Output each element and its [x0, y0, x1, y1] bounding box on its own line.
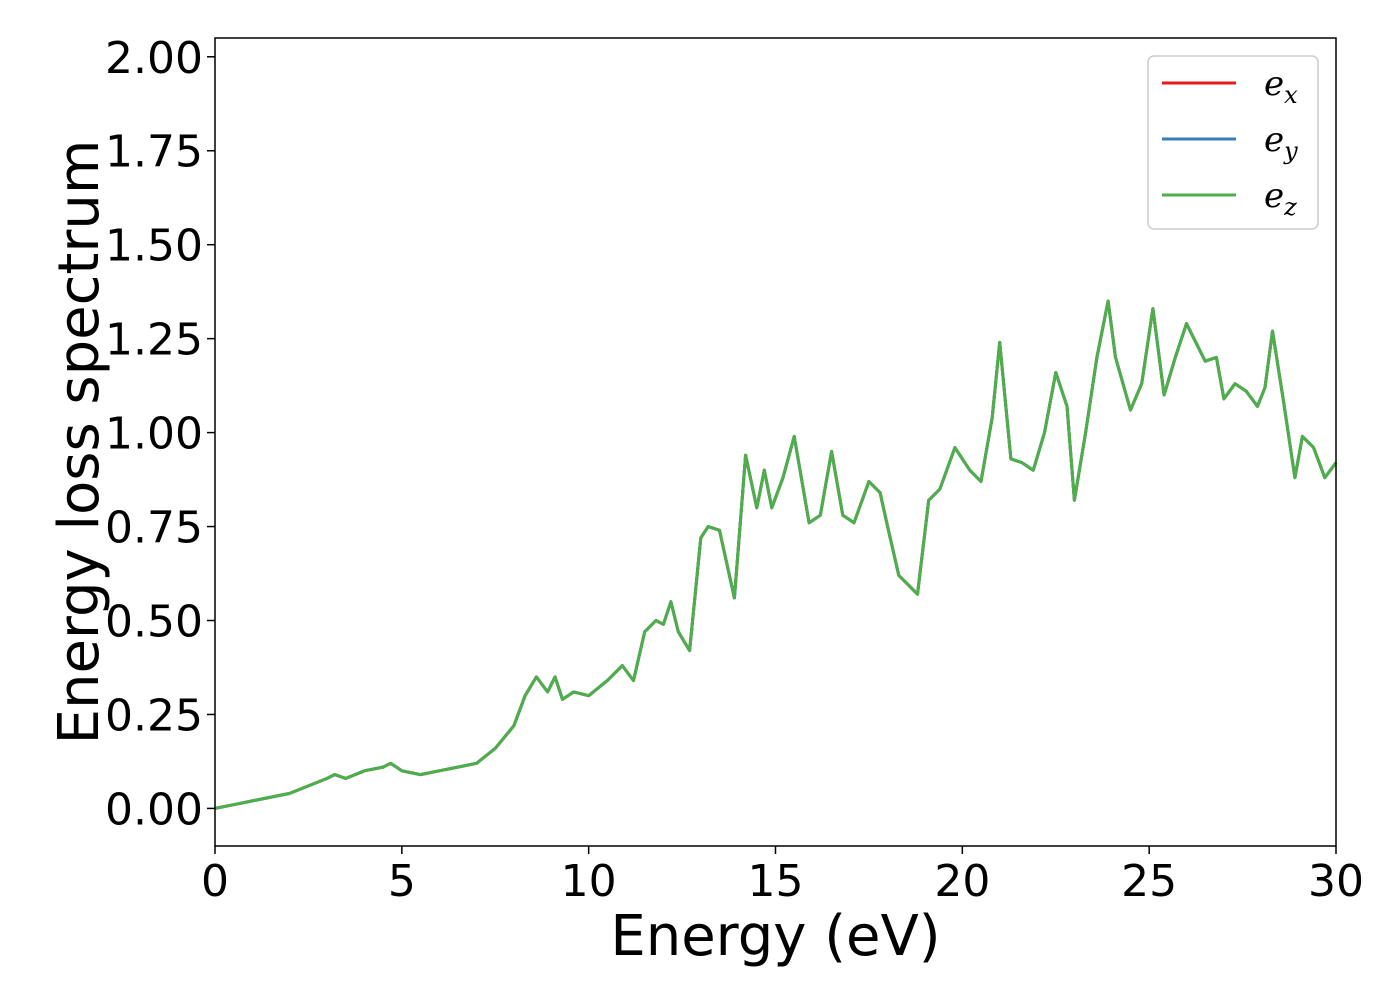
legend-label-ez: ez [1264, 176, 1297, 221]
y-tick-label: 1.00 [105, 409, 203, 460]
x-tick-label: 10 [561, 856, 617, 907]
x-tick-label: 15 [748, 856, 804, 907]
x-tick-label: 5 [388, 856, 416, 907]
legend: ex ey ez [1147, 55, 1319, 230]
y-tick-label: 0.00 [105, 784, 203, 835]
plot-lines [214, 299, 1338, 810]
legend-box [1147, 55, 1319, 230]
x-tick-label: 0 [201, 856, 229, 907]
y-tick-label: 0.25 [105, 690, 203, 741]
y-tick-label: 0.75 [105, 503, 203, 554]
x-tick-label: 25 [1121, 856, 1177, 907]
y-tick-label: 0.50 [105, 597, 203, 648]
legend-label-ey: ey [1264, 120, 1298, 165]
series-line-ez [214, 299, 1338, 810]
y-tick-label: 1.75 [105, 127, 203, 178]
x-tick-label: 30 [1308, 856, 1364, 907]
y-tick-label: 1.25 [105, 315, 203, 366]
y-axis-title: Energy loss spectrum [47, 140, 112, 745]
x-axis-ticks: 0 5 10 15 20 25 30 [201, 846, 1364, 907]
y-axis-ticks: 0.00 0.25 0.50 0.75 1.00 1.25 1.50 1.75 2.00 [105, 33, 215, 835]
y-tick-label: 2.00 [105, 33, 203, 84]
y-tick-label: 1.50 [105, 221, 203, 272]
x-axis-title: Energy (eV) [610, 904, 940, 969]
x-tick-label: 20 [934, 856, 990, 907]
legend-label-ex: ex [1264, 64, 1298, 109]
